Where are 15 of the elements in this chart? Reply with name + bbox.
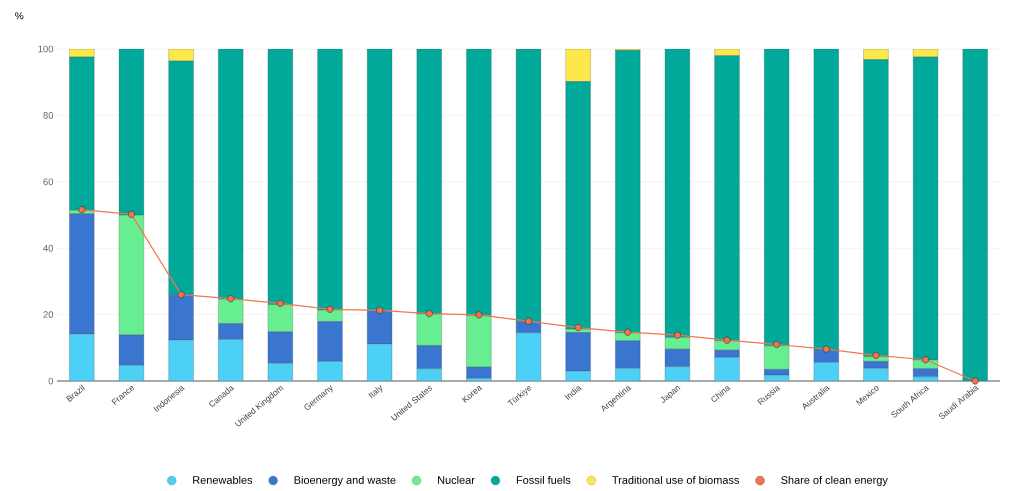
legend-label: Bioenergy and waste: [294, 475, 396, 487]
legend-label: Share of clean energy: [781, 475, 888, 487]
y-tick-label: 20: [43, 311, 54, 318]
x-tick-label: India: [564, 386, 582, 401]
y-tick-label: 40: [43, 244, 54, 252]
y-tick-label: 0: [48, 377, 54, 385]
legend-label: Nuclear: [438, 475, 475, 484]
y-tick-label: 60: [43, 178, 54, 186]
legend-label: Traditional use of biomass: [612, 475, 739, 484]
legend-label: Fossil fuels: [516, 475, 571, 484]
legend-label: Renewables: [193, 475, 253, 484]
x-tick-label: Italy: [368, 385, 383, 399]
y-axis-title: %: [15, 12, 24, 20]
y-tick-label: 100: [38, 45, 54, 53]
y-tick-label: 80: [43, 112, 54, 119]
